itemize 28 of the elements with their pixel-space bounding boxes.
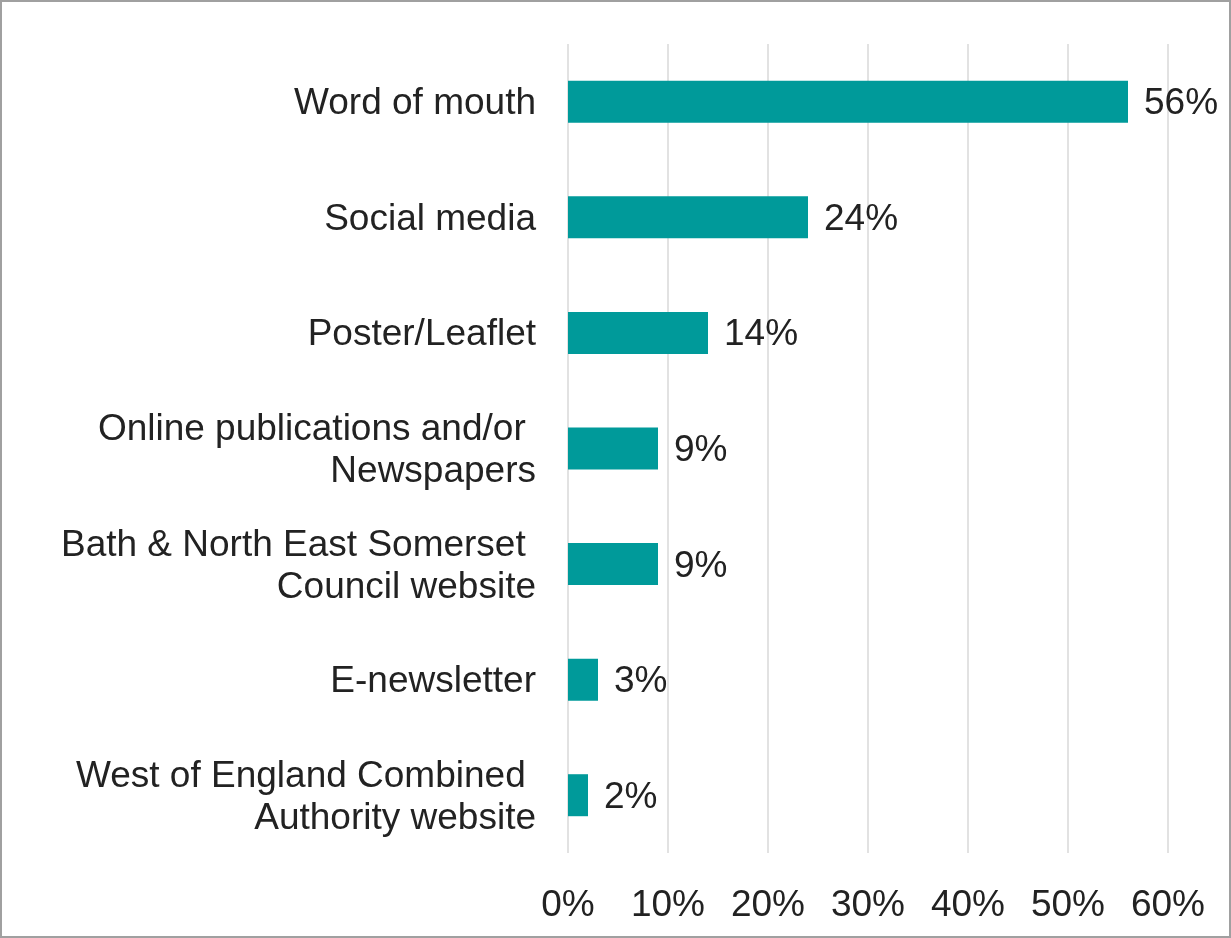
x-tick-label: 0% [541, 883, 595, 924]
y-tick-label: West of England Combined Authority website [75, 753, 536, 837]
bar [568, 80, 1128, 123]
bar [568, 774, 588, 817]
data-label: 24% [824, 196, 899, 238]
x-tick-label: 60% [1130, 883, 1206, 924]
data-label: 9% [674, 543, 728, 585]
x-tick-label: 20% [730, 883, 806, 924]
y-tick-label: E-newsletter [330, 659, 536, 701]
bar [568, 196, 808, 239]
bar [568, 658, 598, 701]
data-label: 3% [614, 659, 668, 701]
bar [568, 311, 708, 354]
y-tick-label: Poster/Leaflet [307, 312, 537, 354]
x-tick-label: 50% [1030, 883, 1106, 924]
data-label: 9% [674, 428, 728, 469]
x-tick-label: 30% [830, 883, 906, 924]
y-tick-label: Bath & North East Somerset Council website [60, 522, 536, 606]
data-label: 2% [604, 774, 658, 816]
x-tick-label: 10% [630, 883, 706, 924]
data-label: 56% [1144, 81, 1219, 123]
bar [568, 427, 658, 470]
y-tick-label: Social media [324, 196, 537, 238]
y-tick-label: Word of mouth [294, 81, 536, 123]
x-tick-label: 40% [930, 883, 1006, 924]
data-label: 14% [724, 312, 799, 354]
bar [568, 543, 658, 586]
y-tick-label: Online publications and/or Newspapers [97, 407, 536, 490]
